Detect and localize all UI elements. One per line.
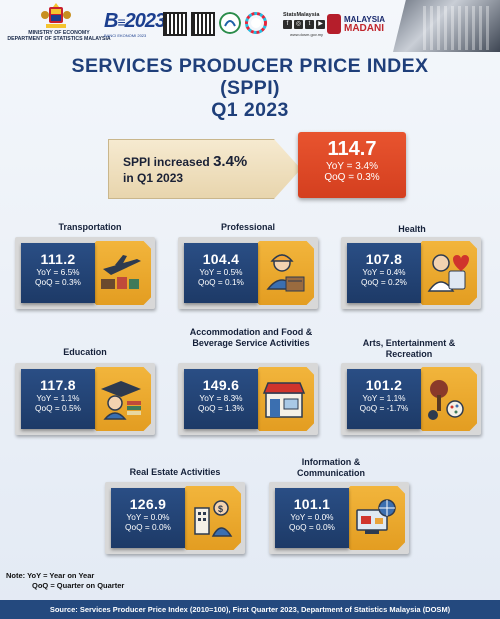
instagram-icon[interactable]: ◎	[294, 20, 303, 29]
headline-index-box: 114.7 YoY = 3.4% QoQ = 0.3%	[298, 132, 406, 198]
twitter-icon[interactable]: t	[305, 20, 314, 29]
qr-code-icon	[163, 12, 187, 36]
headline-index: 114.7	[327, 138, 377, 160]
transport-icon	[101, 255, 141, 289]
real-estate-icon: $	[194, 500, 233, 537]
info-comm-icon	[356, 499, 396, 534]
banci-ekonomi-logo: B≡2023 BANCI EKONOMI 2023	[104, 10, 166, 38]
card-label-info-comm: Information & Communication	[296, 457, 365, 478]
stats-url: www.dosm.gov.my	[290, 32, 324, 37]
madani-mark-icon	[327, 14, 341, 34]
card-label-arts: Arts, Entertainment & Recreation	[362, 338, 456, 359]
malaysia-crest-icon	[41, 3, 71, 28]
card-label-accommodation: Accommodation and Food & Beverage Servic…	[189, 327, 313, 348]
store-icon	[262, 382, 306, 418]
building-photo	[393, 0, 500, 52]
card-label-real-estate: Real Estate Activities	[129, 467, 221, 477]
sdg-wheel-icon	[245, 12, 267, 34]
facebook-icon[interactable]: f	[283, 20, 292, 29]
source-footer: Source: Services Producer Price Index (2…	[0, 600, 500, 619]
card-label-professional: Professional	[220, 222, 276, 232]
header-bar: MINISTRY OF ECONOMY DEPARTMENT OF STATIS…	[0, 0, 500, 52]
statsmalaysia-label: StatsMalaysia	[283, 12, 320, 18]
arts-icon	[428, 380, 464, 420]
youtube-icon[interactable]: ▶	[316, 20, 325, 29]
card-health: 107.8 YoY = 0.4% QoQ = 0.2%	[341, 237, 481, 309]
headline-yoy: YoY = 3.4%	[326, 161, 378, 172]
card-label-education: Education	[63, 347, 107, 357]
emblem-icon	[219, 12, 241, 34]
card-label-health: Health	[398, 224, 426, 234]
card-arts: 101.2 YoY = 1.1% QoQ = -1.7%	[341, 363, 481, 435]
card-label-transportation: Transportation	[58, 222, 122, 232]
education-icon	[101, 381, 141, 420]
card-info-comm: 101.1 YoY = 0.0% QoQ = 0.0%	[269, 482, 409, 554]
note: Note: YoY = Year on Year QoQ = Quarter o…	[6, 571, 125, 590]
headline-statement: SPPI increased 3.4% in Q1 2023	[108, 139, 301, 199]
svg-text:$: $	[218, 504, 223, 514]
card-real-estate: 126.9 YoY = 0.0% QoQ = 0.0% $	[105, 482, 245, 554]
malaysia-madani-logo: MALAYSIA MADANI	[327, 14, 385, 34]
qr-code-icon	[191, 12, 215, 36]
page-title: SERVICES PRODUCER PRICE INDEX (SPPI) Q1 …	[71, 55, 429, 121]
card-accommodation: 149.6 YoY = 8.3% QoQ = 1.3%	[178, 363, 318, 435]
card-education: 117.8 YoY = 1.1% QoQ = 0.5%	[15, 363, 155, 435]
health-icon	[427, 254, 469, 292]
card-professional: 104.4 YoY = 0.5% QoQ = 0.1%	[178, 237, 318, 309]
professional-icon	[266, 254, 305, 292]
ministry-label: MINISTRY OF ECONOMY DEPARTMENT OF STATIS…	[7, 30, 111, 42]
headline-qoq: QoQ = 0.3%	[324, 172, 380, 183]
card-transportation: 111.2 YoY = 6.5% QoQ = 0.3%	[15, 237, 155, 309]
